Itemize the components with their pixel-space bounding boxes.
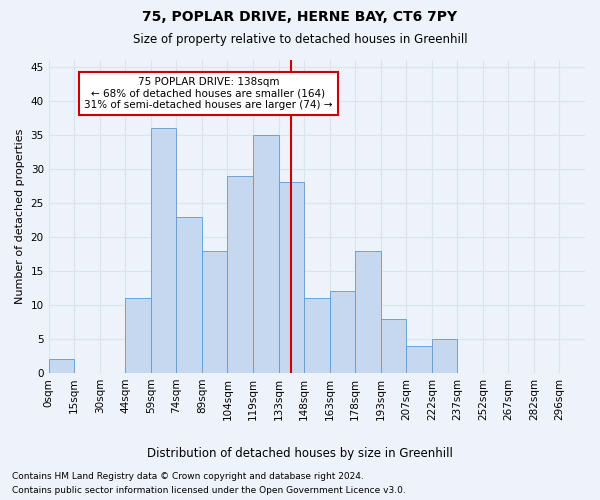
Y-axis label: Number of detached properties: Number of detached properties xyxy=(15,129,25,304)
Bar xyxy=(355,250,380,373)
Bar xyxy=(406,346,432,373)
Text: 75 POPLAR DRIVE: 138sqm
← 68% of detached houses are smaller (164)
31% of semi-d: 75 POPLAR DRIVE: 138sqm ← 68% of detache… xyxy=(84,77,332,110)
Text: Size of property relative to detached houses in Greenhill: Size of property relative to detached ho… xyxy=(133,32,467,46)
Bar xyxy=(253,135,278,373)
Bar xyxy=(304,298,329,373)
Bar xyxy=(202,250,227,373)
Bar xyxy=(278,182,304,373)
Bar xyxy=(227,176,253,373)
Text: 75, POPLAR DRIVE, HERNE BAY, CT6 7PY: 75, POPLAR DRIVE, HERNE BAY, CT6 7PY xyxy=(142,10,458,24)
Text: Distribution of detached houses by size in Greenhill: Distribution of detached houses by size … xyxy=(147,448,453,460)
Text: Contains HM Land Registry data © Crown copyright and database right 2024.: Contains HM Land Registry data © Crown c… xyxy=(12,472,364,481)
Bar xyxy=(151,128,176,373)
Bar xyxy=(49,360,74,373)
Bar xyxy=(329,292,355,373)
Bar xyxy=(125,298,151,373)
Bar xyxy=(176,216,202,373)
Text: Contains public sector information licensed under the Open Government Licence v3: Contains public sector information licen… xyxy=(12,486,406,495)
Bar xyxy=(380,318,406,373)
Bar xyxy=(432,339,457,373)
